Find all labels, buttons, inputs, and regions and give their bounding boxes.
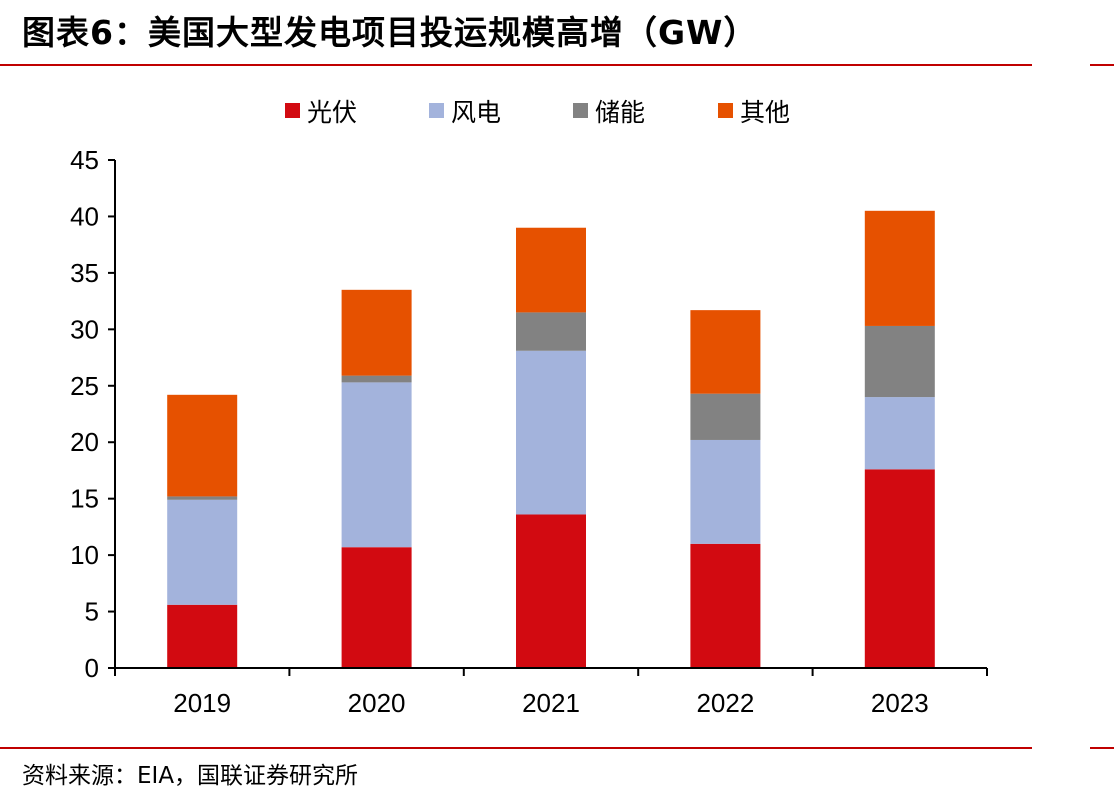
y-tick-label-0: 0 xyxy=(85,653,99,683)
y-tick-label-35: 35 xyxy=(70,258,99,288)
chart-legend: 光伏 风电 储能 其他 xyxy=(285,98,790,127)
bar-2022-series-1 xyxy=(690,439,761,544)
legend-label-0: 光伏 xyxy=(307,98,357,127)
title-rule xyxy=(0,64,1032,66)
bar-2020-series-0 xyxy=(341,547,412,668)
y-axis: 0 5 10 15 20 25 30 35 40 45 xyxy=(70,145,116,683)
legend-label-3: 其他 xyxy=(740,98,790,127)
bar-2020-series-3 xyxy=(341,289,412,376)
bar-2020-series-2 xyxy=(341,375,412,383)
y-tick-label-30: 30 xyxy=(70,314,99,344)
legend-swatch-0 xyxy=(285,103,300,118)
legend-swatch-2 xyxy=(573,103,588,118)
bar-2023-series-1 xyxy=(864,397,935,470)
title-rule-right xyxy=(1090,64,1114,66)
bar-2021-series-1 xyxy=(516,350,586,515)
bar-2021-series-0 xyxy=(516,514,586,668)
bar-2019-series-1 xyxy=(167,499,238,605)
bar-2023-series-3 xyxy=(864,210,935,326)
bar-2019-series-0 xyxy=(167,604,238,668)
y-tick-label-5: 5 xyxy=(85,597,99,627)
bar-2019-series-2 xyxy=(167,496,238,500)
legend-swatch-1 xyxy=(429,103,444,118)
legend-swatch-3 xyxy=(718,103,733,118)
bar-2022-series-3 xyxy=(690,310,761,394)
y-tick-label-40: 40 xyxy=(70,201,99,231)
x-tick-label-2021: 2021 xyxy=(522,688,580,718)
bar-2023-series-2 xyxy=(864,325,935,398)
stacked-bar-chart: 光伏 风电 储能 其他 0 5 10 15 20 25 30 35 40 45 2019 2020 2021… xyxy=(70,98,988,718)
x-tick-label-2020: 2020 xyxy=(348,688,406,718)
bar-2019-series-3 xyxy=(167,394,238,497)
chart-bars xyxy=(167,210,935,668)
x-tick-label-2019: 2019 xyxy=(173,688,231,718)
x-axis: 2019 2020 2021 2022 2023 xyxy=(114,667,988,718)
x-tick-label-2022: 2022 xyxy=(696,688,754,718)
legend-label-2: 储能 xyxy=(595,98,645,127)
legend-label-1: 风电 xyxy=(451,98,501,127)
source-note: 资料来源：EIA，国联证券研究所 xyxy=(22,763,359,789)
bar-2022-series-2 xyxy=(690,393,761,440)
source-rule xyxy=(0,747,1032,749)
bar-2021-series-3 xyxy=(516,227,586,313)
y-tick-label-15: 15 xyxy=(70,484,99,514)
y-tick-label-45: 45 xyxy=(70,145,99,175)
bar-2022-series-0 xyxy=(690,543,761,668)
bar-2023-series-0 xyxy=(864,469,935,668)
y-tick-label-10: 10 xyxy=(70,540,99,570)
source-rule-right xyxy=(1090,747,1114,749)
bar-2020-series-1 xyxy=(341,382,412,548)
y-tick-label-25: 25 xyxy=(70,371,99,401)
bar-2021-series-2 xyxy=(516,312,586,351)
y-tick-label-20: 20 xyxy=(70,427,99,457)
figure-title: 图表6：美国大型发电项目投运规模高增（GW） xyxy=(22,13,758,52)
x-tick-label-2023: 2023 xyxy=(871,688,929,718)
